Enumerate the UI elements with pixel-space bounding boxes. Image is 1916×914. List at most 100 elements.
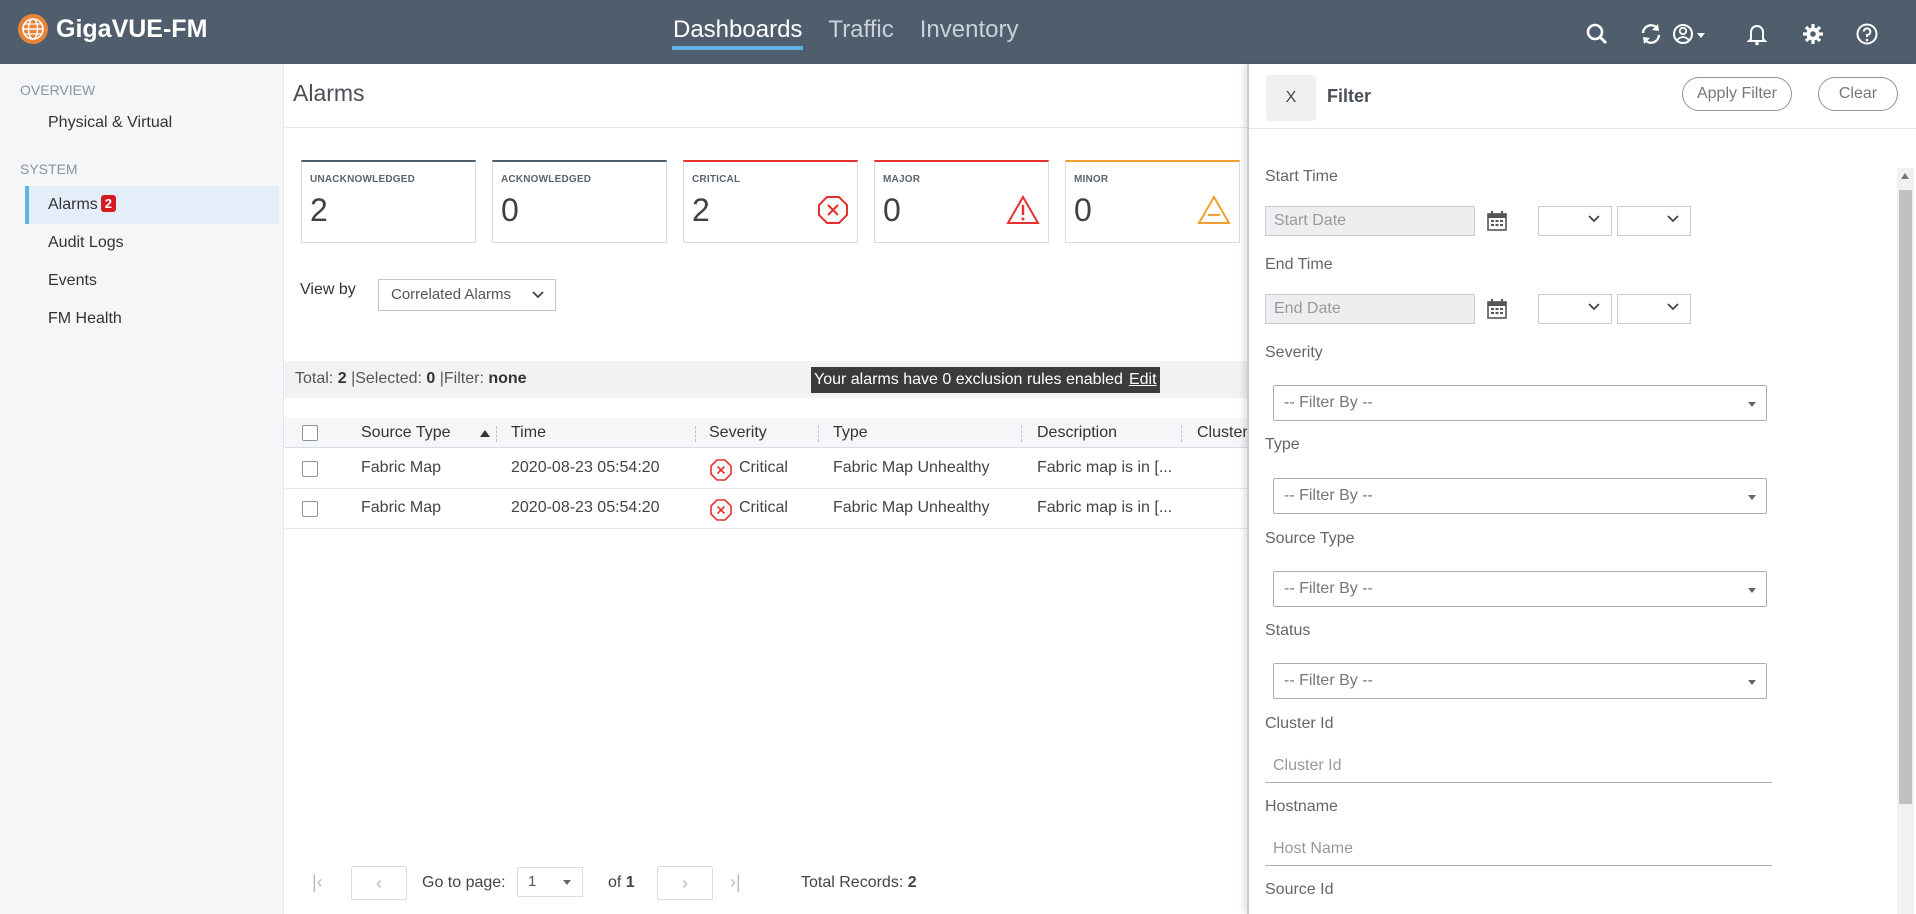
filter-scrollbar-thumb[interactable] <box>1899 190 1912 804</box>
start-date-input[interactable]: Start Date <box>1265 206 1475 236</box>
nav-inventory[interactable]: Inventory <box>919 16 1019 43</box>
cluster-id-input[interactable]: Cluster Id <box>1265 749 1772 783</box>
cluster-id-label: Cluster Id <box>1265 715 1334 732</box>
card-major[interactable]: MAJOR 0 <box>874 160 1049 243</box>
caret-down-icon <box>1748 680 1756 685</box>
calendar-icon[interactable] <box>1486 210 1508 232</box>
info-summary: Total: 2 |Selected: 0 |Filter: none <box>295 370 527 388</box>
column-separator[interactable] <box>1181 426 1182 442</box>
bell-icon[interactable] <box>1744 22 1770 46</box>
page-select-value: 1 <box>528 873 537 890</box>
column-header-cluster[interactable]: Cluster <box>1197 424 1248 441</box>
page-select[interactable]: 1 <box>517 867 583 897</box>
card-label: ACKNOWLEDGED <box>501 174 592 185</box>
chevron-down-icon <box>1667 215 1679 223</box>
search-icon[interactable] <box>1584 22 1610 46</box>
selected-label: |Selected: <box>351 370 422 387</box>
go-to-page-label: Go to page: <box>422 874 506 891</box>
calendar-icon[interactable] <box>1486 298 1508 320</box>
sidebar-item-events[interactable]: Events <box>25 262 279 300</box>
critical-octagon-icon <box>818 196 848 224</box>
selected-value: 0 <box>426 370 436 387</box>
severity-label: Severity <box>1265 344 1323 361</box>
sidebar-item-label: Events <box>48 272 97 289</box>
column-header-type[interactable]: Type <box>833 424 868 441</box>
card-minor[interactable]: MINOR 0 <box>1065 160 1240 243</box>
prev-page-button[interactable]: ‹ <box>351 866 407 900</box>
app-logo[interactable]: GigaVUE-FM <box>18 14 207 44</box>
total-value: 2 <box>337 370 347 387</box>
sidebar-item-fm-health[interactable]: FM Health <box>25 300 279 338</box>
column-header-time[interactable]: Time <box>511 424 546 441</box>
end-hour-select[interactable] <box>1538 294 1612 324</box>
globe-logo-icon <box>18 14 48 44</box>
sidebar-item-audit-logs[interactable]: Audit Logs <box>25 224 279 262</box>
user-menu-icon[interactable] <box>1672 22 1712 46</box>
column-separator[interactable] <box>695 426 696 442</box>
nav-dashboards[interactable]: Dashboards <box>662 0 813 64</box>
sidebar-item-label: Audit Logs <box>48 234 124 251</box>
status-filter-value: -- Filter By -- <box>1284 672 1373 689</box>
start-hour-select[interactable] <box>1538 206 1612 236</box>
refresh-icon[interactable] <box>1638 22 1664 46</box>
close-filter-button[interactable]: X <box>1266 75 1316 121</box>
card-unacknowledged[interactable]: UNACKNOWLEDGED 2 <box>301 160 476 243</box>
hostname-label: Hostname <box>1265 798 1338 815</box>
status-filter-select[interactable]: -- Filter By -- <box>1273 663 1767 699</box>
nav-traffic[interactable]: Traffic <box>828 16 894 43</box>
critical-octagon-icon <box>710 499 732 521</box>
type-label: Type <box>1265 436 1300 453</box>
row-checkbox[interactable] <box>302 501 318 517</box>
scroll-up-icon[interactable] <box>1900 172 1910 180</box>
help-icon[interactable] <box>1854 22 1880 46</box>
status-label: Status <box>1265 622 1311 639</box>
top-bar: GigaVUE-FM Dashboards Traffic Inventory <box>0 0 1916 64</box>
filter-title: Filter <box>1327 86 1372 106</box>
critical-octagon-icon <box>710 459 732 481</box>
type-filter-select[interactable]: -- Filter By -- <box>1273 478 1767 514</box>
cell-type: Fabric Map Unhealthy <box>833 499 990 516</box>
exclusion-banner: Your alarms have 0 exclusion rules enabl… <box>811 367 1160 393</box>
sidebar-item-label: Alarms <box>48 196 98 213</box>
view-by-select[interactable]: Correlated Alarms <box>378 279 556 311</box>
divider <box>285 127 1248 128</box>
gear-icon[interactable] <box>1800 22 1826 46</box>
sidebar-item-physical-virtual[interactable]: Physical & Virtual <box>25 104 279 142</box>
table-row[interactable]: Fabric Map 2020-08-23 05:54:20 Critical … <box>285 489 1248 529</box>
first-page-icon[interactable]: |‹ <box>312 872 323 892</box>
divider <box>1249 128 1916 129</box>
sidebar-item-alarms[interactable]: Alarms 2 <box>25 186 279 224</box>
source-type-filter-select[interactable]: -- Filter By -- <box>1273 571 1767 607</box>
column-separator[interactable] <box>1021 426 1022 442</box>
end-date-input[interactable]: End Date <box>1265 294 1475 324</box>
last-page-icon[interactable]: ›| <box>730 872 741 892</box>
apply-filter-button[interactable]: Apply Filter <box>1682 77 1792 111</box>
column-separator[interactable] <box>496 426 497 442</box>
row-checkbox[interactable] <box>302 461 318 477</box>
sort-asc-icon[interactable] <box>480 430 490 437</box>
column-header-source-type[interactable]: Source Type <box>361 424 451 441</box>
card-label: CRITICAL <box>692 174 741 185</box>
of-value: 1 <box>625 874 635 891</box>
column-header-severity[interactable]: Severity <box>709 424 767 441</box>
severity-filter-select[interactable]: -- Filter By -- <box>1273 385 1767 421</box>
card-acknowledged[interactable]: ACKNOWLEDGED 0 <box>492 160 667 243</box>
end-minute-select[interactable] <box>1617 294 1691 324</box>
table-row[interactable]: Fabric Map 2020-08-23 05:54:20 Critical … <box>285 449 1248 489</box>
card-critical[interactable]: CRITICAL 2 <box>683 160 858 243</box>
card-label: MAJOR <box>883 174 921 185</box>
clear-button[interactable]: Clear <box>1818 77 1898 111</box>
start-minute-select[interactable] <box>1617 206 1691 236</box>
edit-exclusion-link[interactable]: Edit <box>1128 371 1157 388</box>
hostname-input[interactable]: Host Name <box>1265 832 1772 866</box>
card-value: 0 <box>1074 192 1092 228</box>
caret-down-icon <box>1748 495 1756 500</box>
column-header-description[interactable]: Description <box>1037 424 1118 441</box>
card-label: UNACKNOWLEDGED <box>310 174 416 185</box>
of-label: of <box>608 874 622 891</box>
select-all-checkbox[interactable] <box>302 425 318 441</box>
view-by-value: Correlated Alarms <box>391 286 512 303</box>
cell-severity: Critical <box>739 459 788 476</box>
next-page-button[interactable]: › <box>657 866 713 900</box>
column-separator[interactable] <box>818 426 819 442</box>
